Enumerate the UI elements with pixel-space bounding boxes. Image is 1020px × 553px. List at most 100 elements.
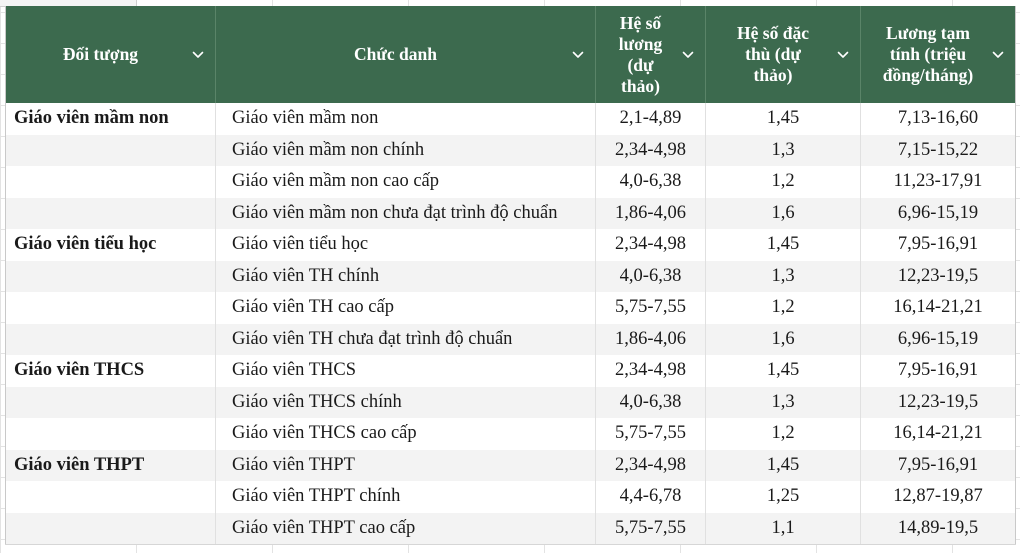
table-row: Giáo viên TH chính 4,0-6,38 1,3 12,23-19,5 [5, 260, 1016, 292]
column-header-line: lương [618, 33, 663, 54]
table-row: Giáo viên mầm non cao cấp 4,0-6,38 1,2 11,2… [5, 166, 1016, 198]
column-header-label: Lương tạm tính (triệu đồng/tháng) [869, 23, 987, 86]
column-header-label: Hệ số lương (dự thảo) [604, 13, 677, 97]
title-cell[interactable]: Giáo viên mầm non chưa đạt trình độ chuẩ… [215, 197, 596, 229]
group-cell[interactable] [5, 323, 216, 355]
group-cell[interactable]: Giáo viên tiểu học [5, 229, 216, 261]
chevron-down-icon[interactable] [991, 48, 1005, 62]
special-coefficient-cell[interactable]: 1,3 [705, 386, 861, 418]
salary-coefficient-cell[interactable]: 5,75-7,55 [595, 418, 706, 450]
special-coefficient-cell[interactable]: 1,3 [705, 134, 861, 166]
salary-coefficient-cell[interactable]: 4,0-6,38 [595, 260, 706, 292]
header-row: Đối tượng Chức danh Hệ số lương (dự thảo) Hệ s… [5, 6, 1016, 103]
title-cell[interactable]: Giáo viên TH chưa đạt trình độ chuẩn [215, 323, 596, 355]
group-cell[interactable] [5, 292, 216, 324]
table-header: Đối tượng Chức danh Hệ số lương (dự thảo) Hệ s… [5, 6, 1016, 103]
special-coefficient-cell[interactable]: 1,25 [705, 481, 861, 513]
column-header-line: thảo) [621, 75, 660, 96]
column-header-line: thù (dự [745, 44, 801, 64]
title-cell[interactable]: Giáo viên THPT cao cấp [215, 512, 596, 545]
table-row: Giáo viên TH cao cấp 5,75-7,55 1,2 16,14-21… [5, 292, 1016, 324]
title-cell[interactable]: Giáo viên THCS cao cấp [215, 418, 596, 450]
salary-coefficient-cell[interactable]: 2,34-4,98 [595, 229, 706, 261]
salary-coefficient-cell[interactable]: 2,1-4,89 [595, 103, 706, 135]
title-cell[interactable]: Giáo viên mầm non chính [215, 134, 596, 166]
salary-coefficient-cell[interactable]: 4,0-6,38 [595, 166, 706, 198]
estimated-salary-cell[interactable]: 7,15-15,22 [860, 134, 1016, 166]
title-cell[interactable]: Giáo viên tiểu học [215, 229, 596, 261]
group-cell[interactable] [5, 166, 216, 198]
column-header-he-so-dac-thu[interactable]: Hệ số đặc thù (dự thảo) [705, 6, 861, 103]
title-cell[interactable]: Giáo viên THCS [215, 355, 596, 387]
group-cell[interactable]: Giáo viên THPT [5, 449, 216, 481]
column-header-label: Hệ số đặc thù (dự thảo) [714, 23, 832, 86]
special-coefficient-cell[interactable]: 1,2 [705, 418, 861, 450]
column-header-label: Đối tượng [14, 44, 187, 65]
group-cell[interactable] [5, 134, 216, 166]
title-cell[interactable]: Giáo viên THPT chính [215, 481, 596, 513]
column-header-doi-tuong[interactable]: Đối tượng [5, 6, 216, 103]
table-row: Giáo viên THPT cao cấp 5,75-7,55 1,1 14,89-… [5, 512, 1016, 545]
salary-coefficient-cell[interactable]: 5,75-7,55 [595, 292, 706, 324]
salary-coefficient-cell[interactable]: 4,0-6,38 [595, 386, 706, 418]
group-cell[interactable]: Giáo viên mầm non [5, 103, 216, 135]
estimated-salary-cell[interactable]: 14,89-19,5 [860, 512, 1016, 545]
estimated-salary-cell[interactable]: 6,96-15,19 [860, 197, 1016, 229]
estimated-salary-cell[interactable]: 7,95-16,91 [860, 229, 1016, 261]
column-header-luong-tam-tinh[interactable]: Lương tạm tính (triệu đồng/tháng) [860, 6, 1016, 103]
estimated-salary-cell[interactable]: 7,13-16,60 [860, 103, 1016, 135]
group-cell[interactable]: Giáo viên THCS [5, 355, 216, 387]
estimated-salary-cell[interactable]: 7,95-16,91 [860, 449, 1016, 481]
group-cell[interactable] [5, 512, 216, 545]
title-cell[interactable]: Giáo viên mầm non [215, 103, 596, 135]
estimated-salary-cell[interactable]: 12,87-19,87 [860, 481, 1016, 513]
estimated-salary-cell[interactable]: 16,14-21,21 [860, 418, 1016, 450]
special-coefficient-cell[interactable]: 1,45 [705, 355, 861, 387]
title-cell[interactable]: Giáo viên THCS chính [215, 386, 596, 418]
estimated-salary-cell[interactable]: 12,23-19,5 [860, 386, 1016, 418]
special-coefficient-cell[interactable]: 1,1 [705, 512, 861, 545]
column-header-line: Chức danh [354, 44, 437, 64]
group-cell[interactable] [5, 197, 216, 229]
salary-table: Đối tượng Chức danh Hệ số lương (dự thảo) Hệ s… [5, 6, 1016, 545]
special-coefficient-cell[interactable]: 1,45 [705, 229, 861, 261]
title-cell[interactable]: Giáo viên mầm non cao cấp [215, 166, 596, 198]
estimated-salary-cell[interactable]: 12,23-19,5 [860, 260, 1016, 292]
salary-coefficient-cell[interactable]: 5,75-7,55 [595, 512, 706, 545]
estimated-salary-cell[interactable]: 6,96-15,19 [860, 323, 1016, 355]
title-cell[interactable]: Giáo viên TH chính [215, 260, 596, 292]
estimated-salary-cell[interactable]: 16,14-21,21 [860, 292, 1016, 324]
estimated-salary-cell[interactable]: 7,95-16,91 [860, 355, 1016, 387]
title-cell[interactable]: Giáo viên TH cao cấp [215, 292, 596, 324]
salary-coefficient-cell[interactable]: 1,86-4,06 [595, 197, 706, 229]
group-cell[interactable] [5, 260, 216, 292]
salary-coefficient-cell[interactable]: 4,4-6,78 [595, 481, 706, 513]
table-row: Giáo viên THCS cao cấp 5,75-7,55 1,2 16,14-… [5, 418, 1016, 450]
special-coefficient-cell[interactable]: 1,2 [705, 166, 861, 198]
chevron-down-icon[interactable] [681, 48, 695, 62]
column-header-line: Hệ số [619, 12, 662, 33]
special-coefficient-cell[interactable]: 1,45 [705, 449, 861, 481]
group-cell[interactable] [5, 481, 216, 513]
column-header-he-so-luong[interactable]: Hệ số lương (dự thảo) [595, 6, 706, 103]
special-coefficient-cell[interactable]: 1,2 [705, 292, 861, 324]
column-header-chuc-danh[interactable]: Chức danh [215, 6, 596, 103]
special-coefficient-cell[interactable]: 1,6 [705, 197, 861, 229]
title-cell[interactable]: Giáo viên THPT [215, 449, 596, 481]
salary-coefficient-cell[interactable]: 2,34-4,98 [595, 355, 706, 387]
salary-coefficient-cell[interactable]: 2,34-4,98 [595, 449, 706, 481]
table-row: Giáo viên THCS chính 4,0-6,38 1,3 12,23-19,… [5, 386, 1016, 418]
salary-coefficient-cell[interactable]: 2,34-4,98 [595, 134, 706, 166]
table-row: Giáo viên TH chưa đạt trình độ chuẩn 1,86… [5, 323, 1016, 355]
special-coefficient-cell[interactable]: 1,45 [705, 103, 861, 135]
estimated-salary-cell[interactable]: 11,23-17,91 [860, 166, 1016, 198]
chevron-down-icon[interactable] [571, 48, 585, 62]
chevron-down-icon[interactable] [836, 48, 850, 62]
special-coefficient-cell[interactable]: 1,3 [705, 260, 861, 292]
chevron-down-icon[interactable] [191, 48, 205, 62]
group-cell[interactable] [5, 418, 216, 450]
column-header-line: đồng/tháng) [882, 65, 974, 85]
group-cell[interactable] [5, 386, 216, 418]
salary-coefficient-cell[interactable]: 1,86-4,06 [595, 323, 706, 355]
special-coefficient-cell[interactable]: 1,6 [705, 323, 861, 355]
